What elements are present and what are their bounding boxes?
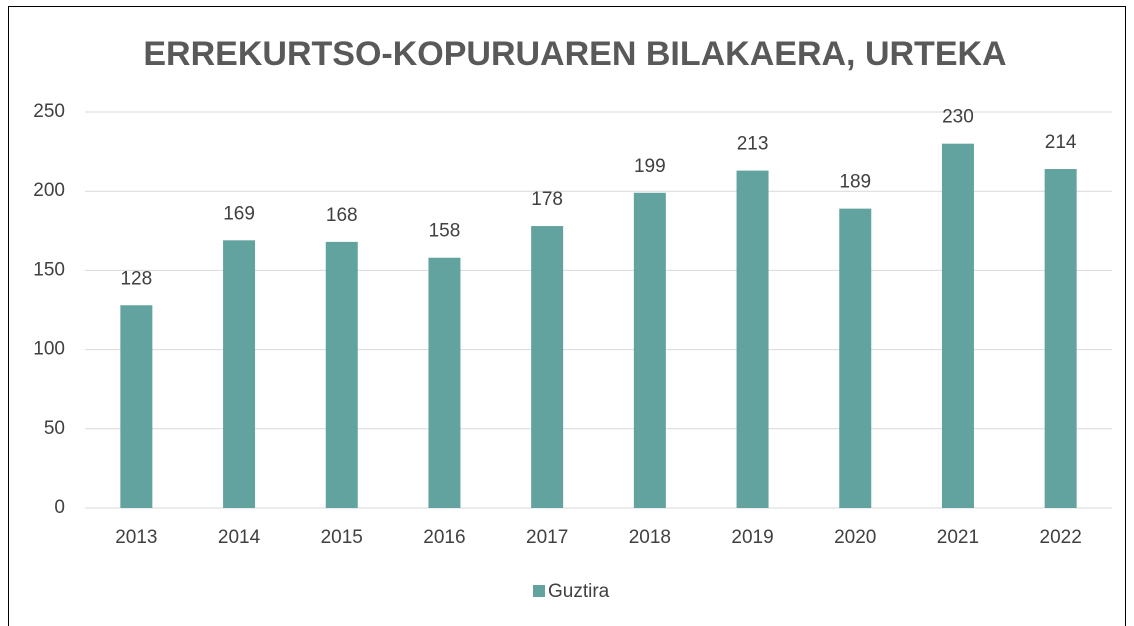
x-tick-label: 2019 — [731, 527, 773, 548]
x-tick-label: 2020 — [834, 527, 876, 548]
chart-border — [8, 6, 1126, 626]
x-tick-label: 2016 — [423, 527, 465, 548]
bar — [839, 208, 872, 508]
bar — [325, 241, 358, 508]
y-tick-label: 200 — [33, 180, 65, 201]
bar — [531, 226, 564, 508]
x-tick-label: 2018 — [629, 527, 671, 548]
data-label: 169 — [223, 203, 255, 224]
x-tick-label: 2017 — [526, 527, 568, 548]
bar — [428, 257, 461, 508]
data-label: 189 — [839, 172, 871, 193]
data-label: 178 — [531, 189, 563, 210]
data-label: 214 — [1045, 132, 1077, 153]
data-label: 230 — [942, 107, 974, 128]
data-label: 213 — [737, 134, 769, 155]
bar — [633, 192, 666, 508]
x-tick-label: 2013 — [115, 527, 157, 548]
data-label: 128 — [120, 268, 152, 289]
legend-swatch — [533, 585, 545, 597]
y-tick-label: 250 — [33, 101, 65, 122]
bar — [1044, 169, 1077, 509]
bar — [736, 170, 769, 508]
y-tick-label: 100 — [33, 339, 65, 360]
data-label: 158 — [429, 221, 461, 242]
x-tick-label: 2021 — [937, 527, 979, 548]
chart-title: ERREKURTSO-KOPURUAREN BILAKAERA, URTEKA — [143, 35, 1006, 73]
data-label: 199 — [634, 156, 666, 177]
bar — [941, 143, 974, 508]
y-tick-label: 0 — [54, 497, 65, 518]
y-tick-label: 50 — [44, 418, 65, 439]
x-tick-label: 2022 — [1040, 527, 1082, 548]
bar — [223, 240, 256, 508]
y-tick-label: 150 — [33, 259, 65, 280]
bar — [120, 305, 153, 508]
legend-label: Guztira — [548, 581, 610, 602]
data-label: 168 — [326, 205, 358, 226]
x-tick-label: 2014 — [218, 527, 261, 548]
x-tick-label: 2015 — [321, 527, 363, 548]
